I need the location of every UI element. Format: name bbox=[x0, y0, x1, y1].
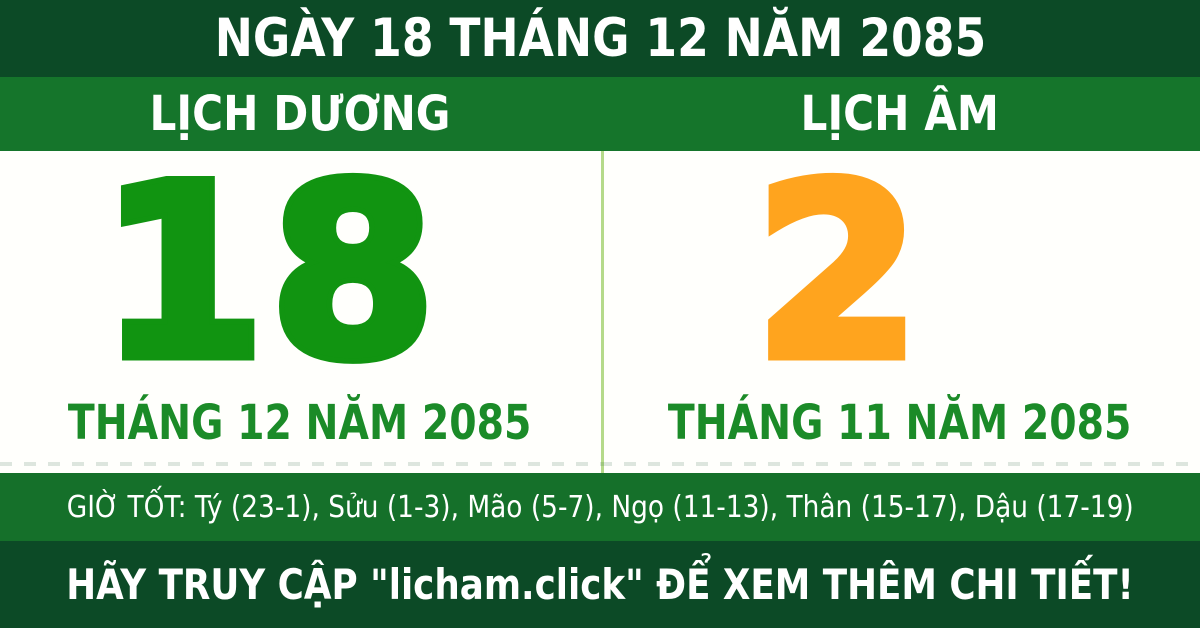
lunar-month-year: THÁNG 11 NĂM 2085 bbox=[668, 395, 1132, 451]
date-header-bar: NGÀY 18 THÁNG 12 NĂM 2085 bbox=[0, 0, 1200, 77]
footer-cta-text: HÃY TRUY CẬP "licham.click" ĐỂ XEM THÊM … bbox=[66, 560, 1134, 609]
page-title: NGÀY 18 THÁNG 12 NĂM 2085 bbox=[214, 8, 986, 69]
lunar-panel: 2 THÁNG 11 NĂM 2085 bbox=[600, 135, 1200, 473]
calendar-card: 18 THÁNG 12 NĂM 2085 2 THÁNG 11 NĂM 2085 bbox=[0, 135, 1200, 473]
solar-panel: 18 THÁNG 12 NĂM 2085 bbox=[0, 135, 600, 473]
tear-perforation-line bbox=[0, 462, 1200, 466]
good-hours-bar: GIỜ TỐT: Tý (23-1), Sửu (1-3), Mão (5-7)… bbox=[0, 473, 1200, 541]
good-hours-text: GIỜ TỐT: Tý (23-1), Sửu (1-3), Mão (5-7)… bbox=[66, 489, 1134, 525]
vertical-divider bbox=[601, 151, 604, 473]
solar-month-year: THÁNG 12 NĂM 2085 bbox=[68, 395, 532, 451]
lunar-calendar-label: LỊCH ÂM bbox=[800, 86, 1000, 142]
lunar-day-number: 2 bbox=[749, 135, 926, 412]
solar-calendar-label: LỊCH DƯƠNG bbox=[149, 86, 451, 142]
calendar-type-header-row: LỊCH DƯƠNG LỊCH ÂM bbox=[0, 77, 1200, 151]
footer-cta-bar: HÃY TRUY CẬP "licham.click" ĐỂ XEM THÊM … bbox=[0, 541, 1200, 628]
lunar-calendar-header: LỊCH ÂM bbox=[600, 77, 1200, 151]
solar-day-number: 18 bbox=[94, 135, 441, 412]
solar-calendar-header: LỊCH DƯƠNG bbox=[0, 77, 600, 151]
